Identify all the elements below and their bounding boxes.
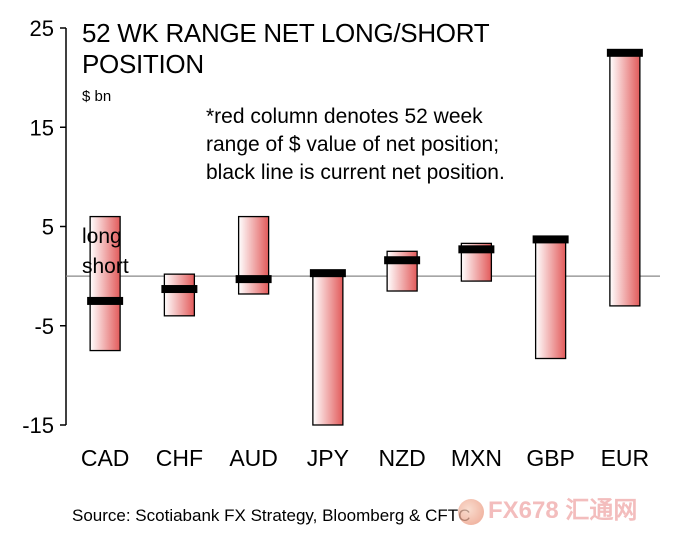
x-tick-label: AUD	[229, 445, 278, 471]
x-tick-label: GBP	[526, 445, 575, 471]
chart-note: *red column denotes 52 week range of $ v…	[206, 103, 505, 187]
chart-note-line2: range of $ value of net position;	[206, 133, 500, 156]
x-axis-labels: CAD CHF AUD JPY NZD MXN GBP EUR	[81, 445, 649, 471]
x-tick-label: CHF	[156, 445, 203, 471]
y-tick-label: 25	[30, 16, 54, 41]
range-bar-jpy	[312, 270, 344, 426]
range-bar-chf	[163, 273, 196, 317]
current-marker-chf	[161, 285, 198, 294]
y-axis: 25 15 5 -5 -15	[22, 16, 660, 438]
current-marker-gbp	[532, 235, 569, 244]
current-marker-cad	[87, 296, 124, 305]
x-tick-label: EUR	[601, 445, 650, 471]
chart-title: 52 WK RANGE NET LONG/SHORT POSITION	[82, 18, 490, 80]
y-tick-label: -5	[34, 314, 54, 339]
current-marker-jpy	[309, 269, 346, 278]
source-note: Source: Scotiabank FX Strategy, Bloomber…	[72, 506, 471, 525]
short-label: short	[82, 255, 129, 278]
chart-note-line3: black line is current net position.	[206, 161, 505, 184]
y-tick-label: -15	[22, 413, 54, 438]
bars	[87, 48, 643, 426]
chart-title-line1: 52 WK RANGE NET LONG/SHORT	[82, 18, 490, 48]
current-marker-mxn	[458, 245, 495, 254]
y-tick-label: 15	[30, 115, 54, 140]
current-marker-eur	[606, 48, 643, 57]
range-bar-eur	[609, 52, 641, 307]
watermark-icon	[458, 498, 484, 525]
x-tick-label: CAD	[81, 445, 130, 471]
watermark-text: FX678 汇通网	[488, 497, 638, 524]
x-tick-label: MXN	[451, 445, 502, 471]
unit-label: $ bn	[82, 88, 112, 105]
x-tick-label: JPY	[307, 445, 349, 471]
x-tick-label: NZD	[378, 445, 425, 471]
chart-note-line1: *red column denotes 52 week	[206, 105, 483, 128]
current-marker-aud	[235, 275, 272, 284]
range-bar-cad	[89, 215, 121, 352]
long-label: long	[82, 225, 122, 248]
chart-title-line2: POSITION	[82, 49, 204, 79]
y-tick-label: 5	[42, 215, 54, 240]
range-bar-gbp	[534, 235, 567, 360]
watermark-logo: FX678 汇通网	[458, 490, 637, 525]
current-marker-nzd	[384, 256, 421, 265]
